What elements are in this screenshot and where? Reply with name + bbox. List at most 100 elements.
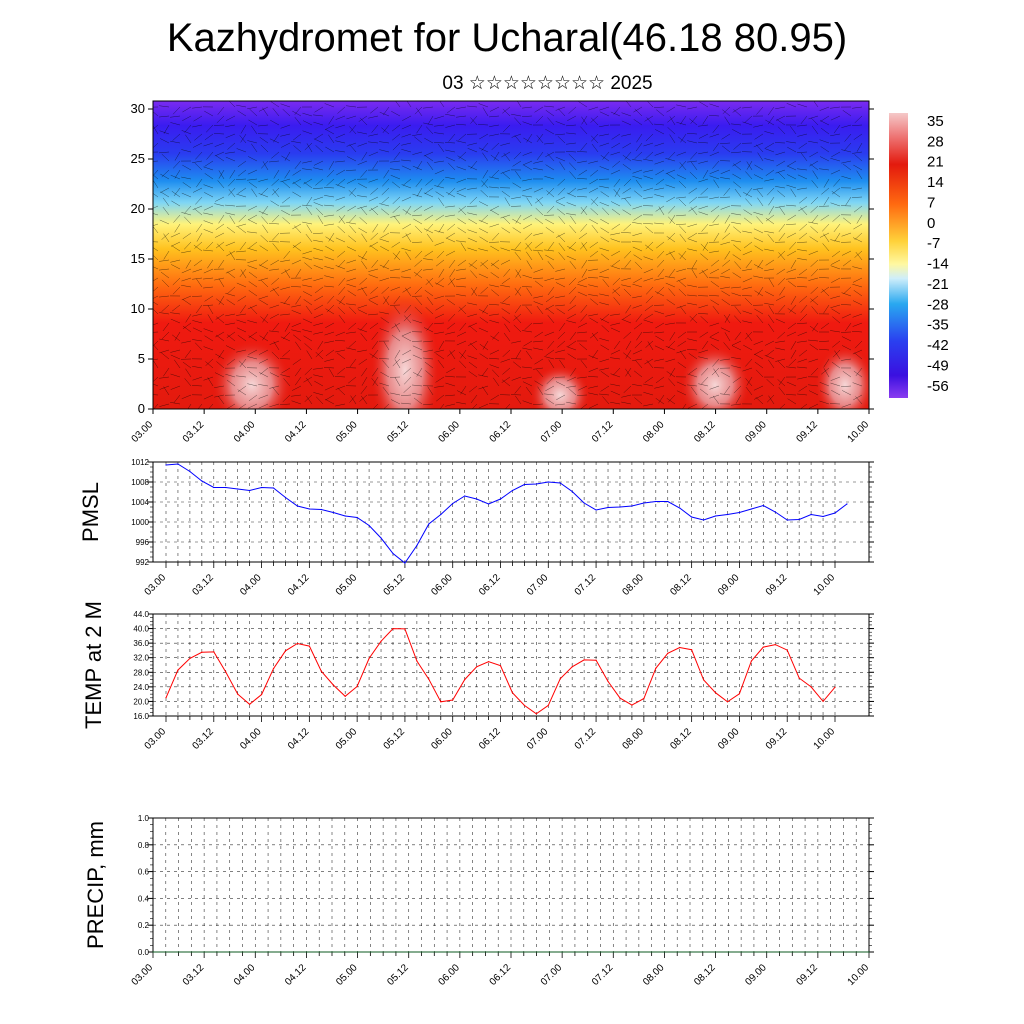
wind-barb [282, 394, 291, 403]
wind-barb [534, 106, 544, 113]
wind-barb [600, 227, 610, 234]
wind-barb [171, 190, 181, 198]
wind-barb [261, 216, 269, 225]
wind-barb [654, 222, 665, 225]
wind-barb [162, 206, 170, 216]
x-tick-label: 06.00 [429, 726, 455, 752]
wind-barb [841, 390, 852, 396]
wind-barb [203, 142, 214, 147]
wind-barb [447, 322, 456, 330]
wind-barb [346, 105, 357, 108]
wind-barb [644, 313, 654, 320]
wind-barb [423, 357, 434, 360]
wind-barb [346, 259, 357, 264]
wind-barb [435, 353, 445, 360]
wind-barb [236, 104, 247, 108]
wind-barb [247, 205, 258, 211]
wind-barb [698, 304, 709, 309]
wind-barb [390, 214, 401, 218]
wind-barb [381, 187, 390, 196]
wind-barb [390, 399, 401, 405]
wind-barb [248, 214, 258, 221]
wind-barb [557, 187, 566, 196]
x-tick-label: 03.12 [181, 962, 207, 988]
wind-barb [401, 268, 412, 273]
wind-barb [350, 395, 357, 405]
wind-barb [174, 359, 181, 369]
wind-barb [185, 134, 192, 144]
wind-barb [171, 304, 181, 312]
wind-barb [809, 236, 819, 243]
wind-barb [821, 288, 830, 297]
wind-barb [467, 105, 478, 108]
wind-barb [732, 160, 742, 167]
wind-barb [346, 277, 357, 282]
wind-barb [424, 250, 434, 257]
wind-barb [346, 178, 357, 184]
wind-barb [259, 349, 269, 355]
wind-barb [153, 359, 159, 369]
x-tick-label: 04.12 [283, 962, 309, 988]
wind-barb [643, 187, 654, 192]
wind-barb [314, 286, 324, 294]
wind-barb [514, 287, 522, 297]
wind-barb [434, 142, 445, 144]
wind-barb [547, 261, 555, 270]
x-tick-label: 10.00 [846, 419, 872, 445]
precip-panel: 1.00.80.60.40.20.003.00 03.12 04.00 04.12 05… [83, 814, 874, 988]
wind-barb [610, 401, 621, 405]
wind-barb [757, 259, 764, 269]
wind-barb [280, 103, 291, 108]
wind-barb [533, 160, 544, 164]
wind-barb [546, 187, 555, 196]
wind-barb [457, 227, 467, 234]
wind-barb [842, 163, 852, 171]
wind-barb [621, 277, 632, 281]
data-point [487, 661, 490, 663]
wind-barb [513, 324, 522, 333]
data-point [774, 511, 776, 513]
wind-barb [259, 299, 269, 306]
wind-barb [512, 182, 522, 189]
wind-barb [515, 269, 522, 279]
wind-barb [325, 245, 335, 252]
wind-barb [599, 358, 610, 363]
wind-barb [294, 367, 302, 377]
wind-barb [566, 213, 577, 216]
wind-barb [654, 277, 665, 281]
wind-barb [786, 184, 797, 189]
wind-barb [480, 214, 489, 223]
wind-barb [204, 192, 214, 198]
wind-barb [522, 106, 533, 109]
wind-barb [335, 385, 346, 390]
wind-barb [677, 136, 687, 144]
wind-barb [412, 354, 423, 360]
wind-barb [258, 210, 269, 216]
x-tick-label: 06.12 [488, 419, 514, 445]
wind-barb [841, 304, 852, 306]
wind-barb [713, 232, 720, 242]
wind-barb [181, 268, 192, 274]
wind-barb [215, 313, 225, 320]
wind-barb [599, 393, 610, 396]
wind-barb [360, 169, 368, 178]
wind-barb [558, 242, 566, 252]
wind-barb [304, 262, 313, 270]
wind-barb [610, 232, 621, 236]
wind-barb [372, 403, 379, 409]
wind-barb [247, 304, 258, 310]
wind-barb [402, 209, 412, 216]
wind-barb [437, 178, 445, 187]
wind-barb [249, 108, 258, 117]
x-tick-label: 10.00 [812, 572, 838, 598]
wind-barb [371, 378, 379, 387]
wind-barb [194, 241, 203, 249]
data-point [667, 652, 669, 654]
wind-barb [577, 160, 588, 164]
wind-barb [702, 115, 709, 125]
wind-barb [292, 133, 302, 141]
wind-barb [445, 124, 456, 128]
wind-barb [820, 214, 830, 221]
wind-barb [743, 241, 753, 249]
wind-barb [226, 403, 236, 409]
